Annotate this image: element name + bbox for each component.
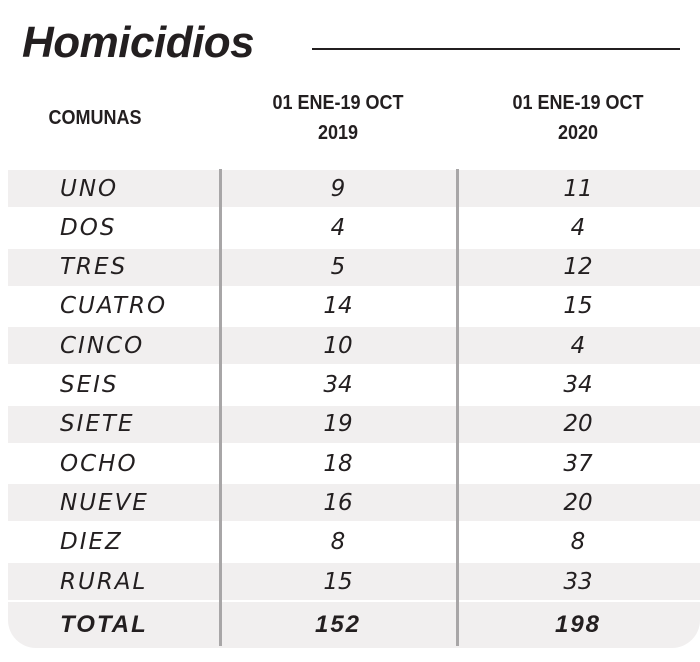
value-2020: 4 <box>570 332 586 359</box>
value-2020: 12 <box>563 254 593 281</box>
value-2019: 14 <box>323 293 353 320</box>
table-row: RURAL 15 33 <box>8 563 700 600</box>
header-comunas: COMUNAS <box>48 107 142 129</box>
value-2020: 33 <box>563 568 593 595</box>
value-2019: 18 <box>323 450 353 477</box>
comuna-name: RURAL <box>60 568 148 595</box>
column-divider <box>456 169 459 646</box>
value-2019: 8 <box>330 529 346 556</box>
header-2020: 01 ENE-19 OCT 2020 <box>481 88 675 148</box>
value-2019: 16 <box>323 489 353 516</box>
comuna-name: CUATRO <box>60 293 168 320</box>
value-2019: 34 <box>323 372 353 398</box>
column-divider <box>219 169 222 646</box>
value-2019: 10 <box>323 332 353 359</box>
total-2019: 152 <box>314 611 362 638</box>
comuna-name: UNO <box>60 175 119 202</box>
total-row: TOTAL 152 198 <box>8 602 700 648</box>
value-2020: 8 <box>570 529 586 556</box>
value-2020: 37 <box>563 450 593 477</box>
comuna-name: DIEZ <box>60 529 123 556</box>
header-2019-range: 01 ENE-19 OCT <box>272 92 404 114</box>
comuna-name: SEIS <box>60 372 119 398</box>
value-2020: 34 <box>563 372 593 398</box>
table-row: UNO 9 11 <box>8 170 700 207</box>
value-2019: 5 <box>330 254 346 281</box>
comuna-name: OCHO <box>60 450 138 477</box>
comuna-name: TRES <box>60 254 128 281</box>
table-row: NUEVE 16 20 <box>8 484 700 522</box>
value-2019: 9 <box>330 175 346 202</box>
comuna-name: CINCO <box>60 332 145 359</box>
header-2020-range: 01 ENE-19 OCT <box>512 92 644 114</box>
header-2020-year: 2020 <box>557 122 599 144</box>
value-2019: 19 <box>323 411 353 438</box>
title-rule <box>312 48 680 50</box>
total-label: TOTAL <box>60 611 148 638</box>
header-2019-year: 2019 <box>317 122 359 144</box>
comuna-name: NUEVE <box>60 489 149 516</box>
table-row: SEIS 34 34 <box>8 367 700 404</box>
page-title: Homicidios <box>22 18 255 67</box>
value-2020: 4 <box>570 214 586 241</box>
value-2019: 15 <box>323 568 353 595</box>
table-row: SIETE 19 20 <box>8 405 700 443</box>
header-2019: 01 ENE-19 OCT 2019 <box>241 88 435 148</box>
comuna-name: SIETE <box>60 411 135 438</box>
comuna-name: DOS <box>60 214 117 241</box>
table-row: TRES 5 12 <box>8 248 700 286</box>
table-row: DIEZ 8 8 <box>8 524 700 561</box>
value-2020: 11 <box>563 175 593 202</box>
value-2020: 20 <box>563 411 593 438</box>
value-2020: 20 <box>563 489 593 516</box>
table-row: OCHO 18 37 <box>8 445 700 482</box>
table-row: CINCO 10 4 <box>8 327 700 365</box>
value-2019: 4 <box>330 214 346 241</box>
value-2020: 15 <box>563 293 593 320</box>
total-2020: 198 <box>554 611 602 638</box>
table-row: DOS 4 4 <box>8 209 700 246</box>
table-row: CUATRO 14 15 <box>8 288 700 325</box>
